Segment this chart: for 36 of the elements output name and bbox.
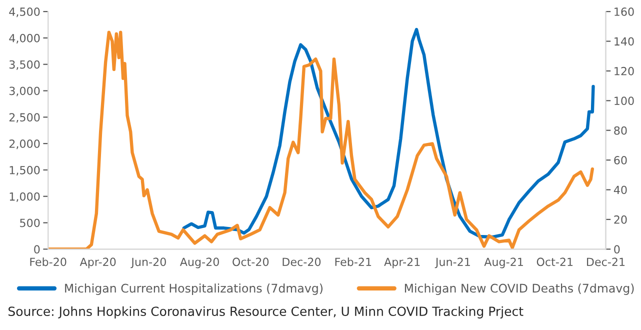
x-tick-label: Apr-20: [80, 258, 116, 268]
x-tick-label: Oct-20: [232, 258, 269, 266]
legend-label: Michigan New COVID Deaths (7dmavg): [404, 284, 634, 295]
y2-tick-label: 20: [614, 215, 627, 224]
y-tick-label: 4,500: [9, 8, 40, 18]
y2-tick-label: 40: [614, 186, 627, 194]
y2-tick-label: 120: [614, 66, 634, 76]
y-tick-label: 0: [34, 245, 40, 254]
y2-tick-label: 140: [614, 37, 634, 46]
line-series: [182, 28, 595, 239]
x-tick-label: Apr-21: [384, 258, 420, 268]
y-tick-label: 1,000: [10, 192, 40, 202]
x-tick-label: Aug-20: [180, 258, 219, 268]
legend-label: Michigan Current Hospitalizations (7dmavg): [65, 284, 323, 295]
y-tick-label: 4,000: [9, 34, 40, 44]
line-series: [48, 30, 594, 250]
y-tick-label: 2,500: [9, 113, 40, 123]
y2-tick-label: 60: [614, 156, 627, 164]
y2-tick-label: 100: [614, 96, 634, 106]
y2-tick-label: 80: [614, 126, 627, 135]
y-tick-label: 3,000: [9, 86, 40, 96]
x-tick-label: Feb-20: [30, 257, 66, 266]
y-tick-label: 3,500: [9, 60, 40, 70]
x-tick-label: Dec-21: [587, 258, 625, 266]
source-note: Source: Johns Hopkins Coronavirus Resource Center, U Minn COVID Tracking Prject: [8, 306, 524, 318]
x-tick-label: Oct-21: [536, 258, 573, 266]
x-tick-label: Jun-21: [434, 258, 470, 268]
y-tick-label: 500: [20, 218, 40, 228]
x-tick-label: Feb-21: [335, 257, 372, 266]
x-tick-label: Aug-21: [484, 258, 523, 268]
x-tick-label: Jun-20: [130, 258, 166, 268]
y2-tick-label: 160: [614, 8, 634, 16]
y2-tick-label: 0: [614, 245, 620, 254]
y-tick-label: 2,000: [9, 140, 40, 150]
x-tick-label: Dec-20: [282, 258, 321, 266]
y-tick-label: 1,500: [10, 166, 40, 176]
